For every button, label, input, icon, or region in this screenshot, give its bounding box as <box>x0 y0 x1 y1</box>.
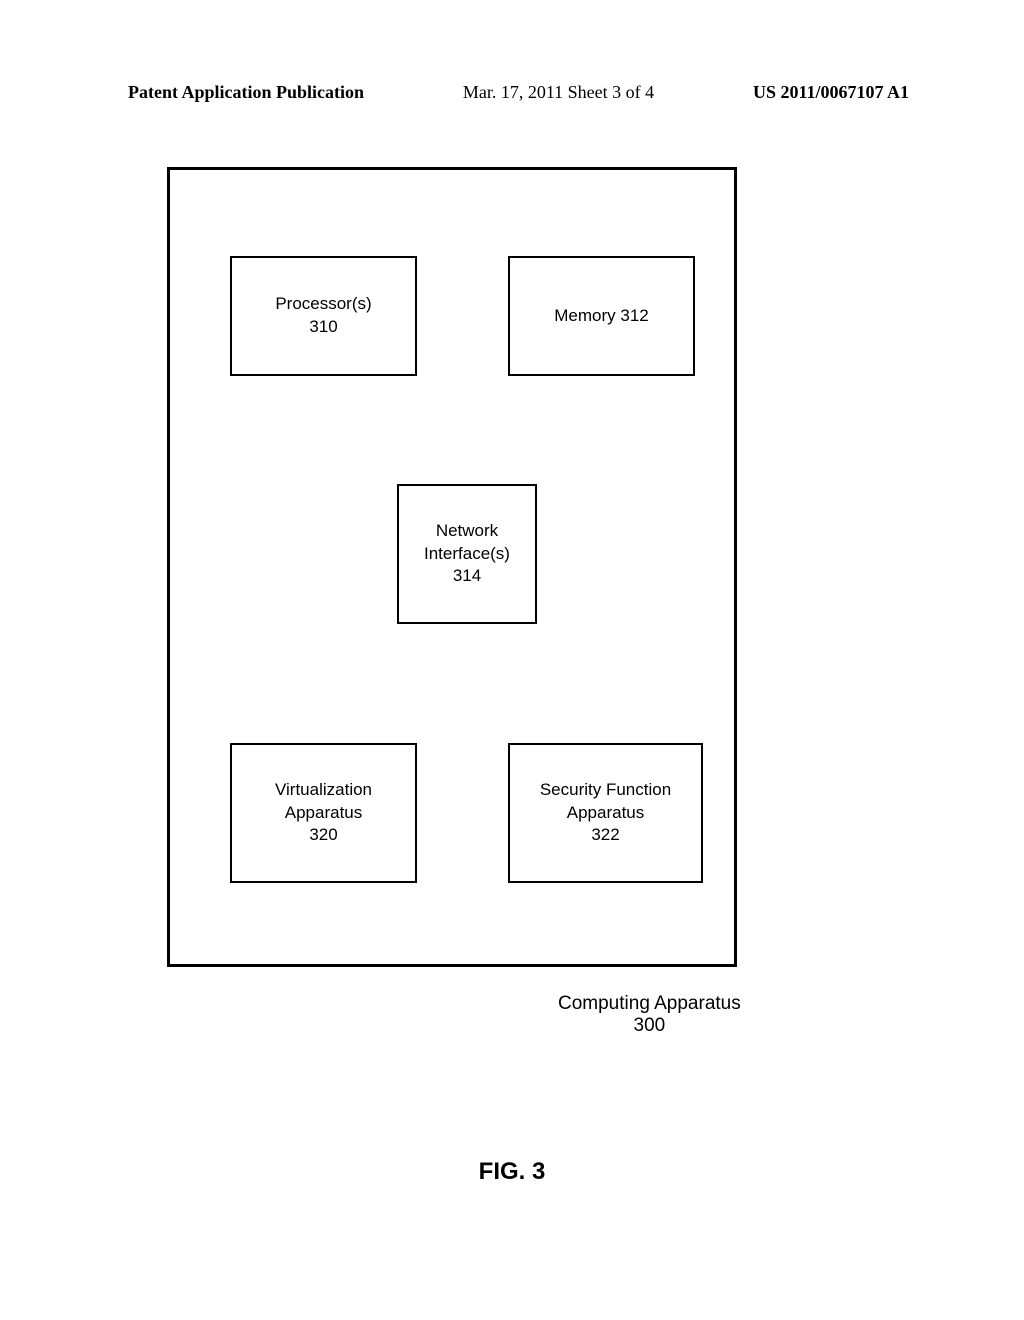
processor-ref: 310 <box>309 316 337 339</box>
caption-line-1: Computing Apparatus <box>558 993 741 1015</box>
security-label-2: Apparatus <box>567 802 645 825</box>
header-date-sheet: Mar. 17, 2011 Sheet 3 of 4 <box>463 82 654 103</box>
page-header: Patent Application Publication Mar. 17, … <box>0 82 1024 103</box>
header-publication-type: Patent Application Publication <box>128 82 364 103</box>
processor-box: Processor(s) 310 <box>230 256 417 376</box>
computing-apparatus-caption: Computing Apparatus 300 <box>558 993 741 1037</box>
network-ref: 314 <box>453 565 481 588</box>
virtualization-label-2: Apparatus <box>285 802 363 825</box>
virtualization-ref: 320 <box>309 824 337 847</box>
memory-label: Memory 312 <box>554 305 648 328</box>
virtualization-label-1: Virtualization <box>275 779 372 802</box>
network-label-1: Network <box>436 520 498 543</box>
security-label-1: Security Function <box>540 779 671 802</box>
figure-label: FIG. 3 <box>0 1158 1024 1186</box>
security-function-apparatus-box: Security Function Apparatus 322 <box>508 743 703 883</box>
network-interface-box: Network Interface(s) 314 <box>397 484 537 624</box>
caption-line-2: 300 <box>558 1015 741 1037</box>
virtualization-apparatus-box: Virtualization Apparatus 320 <box>230 743 417 883</box>
memory-box: Memory 312 <box>508 256 695 376</box>
security-ref: 322 <box>591 824 619 847</box>
network-label-2: Interface(s) <box>424 543 510 566</box>
header-publication-number: US 2011/0067107 A1 <box>753 82 909 103</box>
processor-label: Processor(s) <box>275 293 371 316</box>
